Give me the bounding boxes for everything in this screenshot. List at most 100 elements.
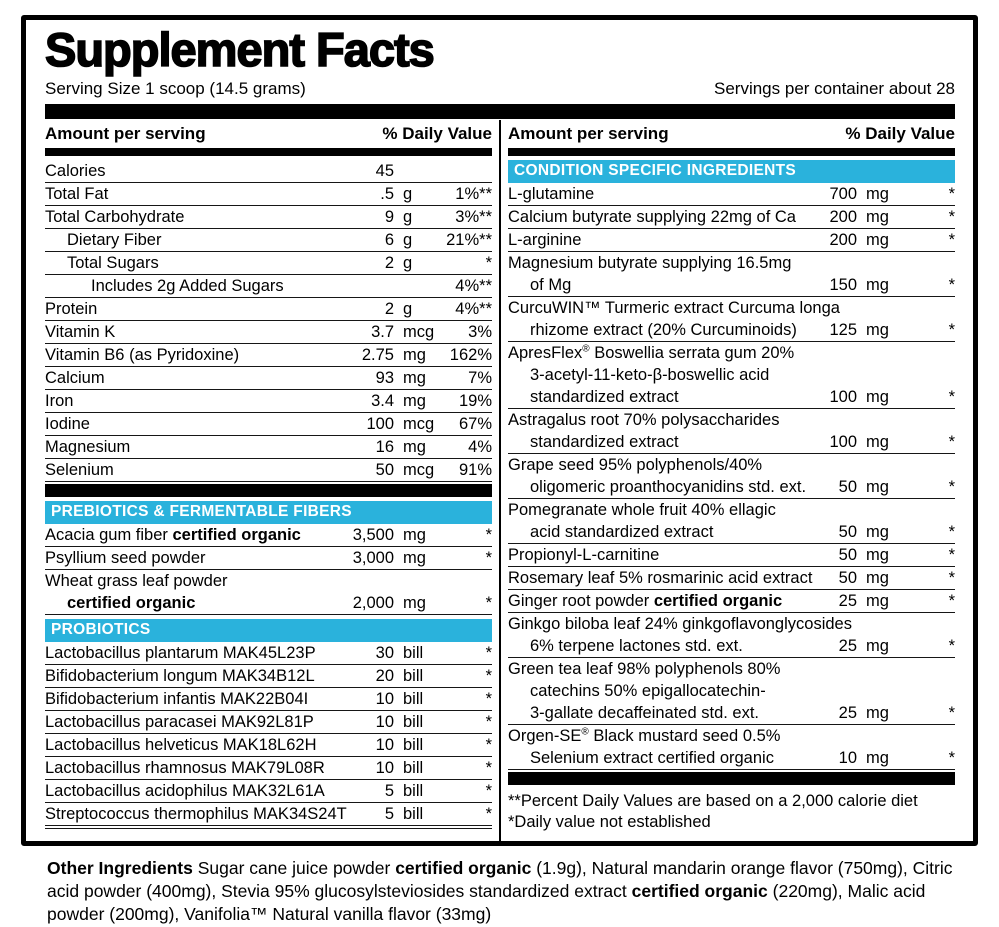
ingredient-row: Lactobacillus helveticus MAK18L62H 10 bill… xyxy=(45,734,492,757)
ingredient-unit: mg xyxy=(866,477,889,496)
ingredient-daily-value: * xyxy=(948,275,955,294)
right-column-header: Amount per serving % Daily Value xyxy=(508,120,955,147)
ingredient-name: L-glutamine xyxy=(508,183,807,205)
ingredient-unit: g xyxy=(403,253,413,272)
ingredient-daily-value: * xyxy=(948,568,955,587)
thick-divider-bar xyxy=(45,103,955,119)
ingredient-amount: 50 xyxy=(838,477,857,496)
ingredient-name: ApresFlex® Boswellia serrata gum 20% 3-ac… xyxy=(508,342,807,408)
ingredient-name: L-arginine xyxy=(508,229,807,251)
ingredient-row: ApresFlex® Boswellia serrata gum 20% 3-ac… xyxy=(508,342,955,409)
ingredient-row: Streptococcus thermophilus MAK34S24T 5 bil… xyxy=(45,803,492,826)
ingredient-name-line: L-arginine xyxy=(508,229,807,251)
footnote-daily-values: **Percent Daily Values are based on a 2,… xyxy=(508,791,918,810)
ingredient-name-line: acid standardized extract xyxy=(508,521,807,543)
ingredient-name: Green tea leaf 98% polyphenols 80% catech… xyxy=(508,658,807,724)
nutrient-row: Protein 2 g 4%** xyxy=(45,298,492,321)
nutrient-name: Dietary Fiber xyxy=(67,230,162,249)
nutrient-row: Total Carbohydrate 9 g 3%** xyxy=(45,206,492,229)
ingredient-daily-value: 1%** xyxy=(455,184,492,203)
ingredient-daily-value: * xyxy=(948,748,955,767)
text-part: certified organic xyxy=(653,591,783,610)
ingredient-daily-value: * xyxy=(948,522,955,541)
ingredient-daily-value: * xyxy=(948,545,955,564)
end-double-rule xyxy=(45,826,492,829)
ingredient-unit: bill xyxy=(403,712,424,731)
text-part: 3-acetyl-11-keto-β-boswellic acid xyxy=(530,365,770,384)
text-part: acid standardized extract xyxy=(530,522,714,541)
ingredient-unit: mg xyxy=(866,522,889,541)
ingredient-amount: 200 xyxy=(829,207,857,226)
text-part: Streptococcus thermophilus MAK34S24T xyxy=(45,804,347,823)
nutrient-row: Vitamin K 3.7 mcg 3% xyxy=(45,321,492,344)
ingredient-daily-value: * xyxy=(485,593,492,612)
left-sections: PREBIOTICS & FERMENTABLE FIBERS Acacia gu… xyxy=(45,483,492,829)
ingredient-row: Calcium butyrate supplying 22mg of Ca 200… xyxy=(508,206,955,229)
ingredient-daily-value: 3%** xyxy=(455,207,492,226)
ingredient-name: Bifidobacterium longum MAK34B12L xyxy=(45,665,344,687)
section-divider-bar xyxy=(45,483,492,497)
ingredient-daily-value: 67% xyxy=(458,414,492,433)
ingredient-name-line: Wheat grass leaf powder xyxy=(45,570,344,592)
ingredient-daily-value: * xyxy=(948,387,955,406)
ingredient-daily-value: * xyxy=(948,477,955,496)
ingredient-unit: g xyxy=(403,207,413,226)
ingredient-name-line: Lactobacillus acidophilus MAK32L61A xyxy=(45,780,344,802)
ingredient-name-line: 3-gallate decaffeinated std. ext. xyxy=(508,702,807,724)
text-part: ApresFlex xyxy=(508,343,583,362)
ingredient-unit: mg xyxy=(866,320,889,339)
ingredient-name: Lactobacillus rhamnosus MAK79L08R xyxy=(45,757,344,779)
ingredient-name-line: Rosemary leaf 5% rosmarinic acid extract xyxy=(508,567,812,589)
ingredient-name-line: certified organic xyxy=(45,592,344,614)
ingredient-unit: mcg xyxy=(403,460,435,479)
ingredient-daily-value: * xyxy=(485,689,492,708)
column-header-daily-value: % Daily Value xyxy=(382,123,492,143)
ingredient-name: Lactobacillus helveticus MAK18L62H xyxy=(45,734,344,756)
ingredient-daily-value: 21%** xyxy=(446,230,492,249)
ingredient-name-line: Pomegranate whole fruit 40% ellagic xyxy=(508,499,807,521)
servings-per-container: Servings per container about 28 xyxy=(714,78,955,98)
nutrient-row: Includes 2g Added Sugars 4%** xyxy=(45,275,492,298)
ingredient-name: Rosemary leaf 5% rosmarinic acid extract xyxy=(508,567,812,589)
ingredient-amount: 50 xyxy=(838,568,857,587)
ingredient-amount: 3,000 xyxy=(352,548,394,567)
ingredient-daily-value: 162% xyxy=(449,345,492,364)
text-part: Propionyl-L-carnitine xyxy=(508,545,660,564)
ingredient-amount: 2.75 xyxy=(361,345,394,364)
ingredient-unit: mg xyxy=(866,387,889,406)
text-part: Psyllium seed powder xyxy=(45,548,206,567)
text-part: Bifidobacterium longum MAK34B12L xyxy=(45,666,315,685)
ingredient-name-line: Selenium extract certified organic xyxy=(508,747,807,769)
text-part: certified organic xyxy=(172,525,301,544)
nutrient-name: Calcium xyxy=(45,368,105,387)
ingredient-row: Grape seed 95% polyphenols/40% oligomeric… xyxy=(508,454,955,499)
ingredient-unit: bill xyxy=(403,666,424,685)
ingredient-unit: mg xyxy=(403,593,426,612)
ingredient-daily-value: 3% xyxy=(468,322,492,341)
ingredient-daily-value: * xyxy=(948,703,955,722)
ingredient-unit: g xyxy=(403,299,413,318)
ingredient-name-line: Lactobacillus plantarum MAK45L23P xyxy=(45,642,344,664)
ingredient-amount: .5 xyxy=(380,184,394,203)
ingredient-name-line: ApresFlex® Boswellia serrata gum 20% xyxy=(508,342,807,364)
ingredient-unit: mg xyxy=(403,345,426,364)
ingredient-row: Ginger root powder certified organic 25 mg… xyxy=(508,590,955,613)
ingredient-amount: 10 xyxy=(375,735,394,754)
ingredient-row: L-arginine 200 mg * xyxy=(508,229,955,252)
ingredient-unit: mg xyxy=(403,437,426,456)
ingredient-amount: 45 xyxy=(375,161,394,180)
ingredient-name-line: Ginkgo biloba leaf 24% ginkgoflavonglyco… xyxy=(508,613,852,635)
ingredient-daily-value: * xyxy=(948,207,955,226)
ingredient-name: Grape seed 95% polyphenols/40% oligomeric… xyxy=(508,454,807,498)
header-rule xyxy=(45,147,492,156)
ingredient-daily-value: * xyxy=(948,320,955,339)
nutrient-name: Magnesium xyxy=(45,437,131,456)
ingredient-daily-value: * xyxy=(948,184,955,203)
ingredient-name: Magnesium butyrate supplying 16.5mg of Mg xyxy=(508,252,807,296)
ingredient-name-line: L-glutamine xyxy=(508,183,807,205)
text-part: Selenium extract certified organic xyxy=(530,748,774,767)
ingredient-row: CurcuWIN™ Turmeric extract Curcuma longa… xyxy=(508,297,955,342)
ingredient-name: Lactobacillus paracasei MAK92L81P xyxy=(45,711,344,733)
page-title: Supplement Facts xyxy=(44,23,435,76)
right-ingredient-rows: L-glutamine 700 mg * Calcium butyrate supply… xyxy=(508,183,955,770)
